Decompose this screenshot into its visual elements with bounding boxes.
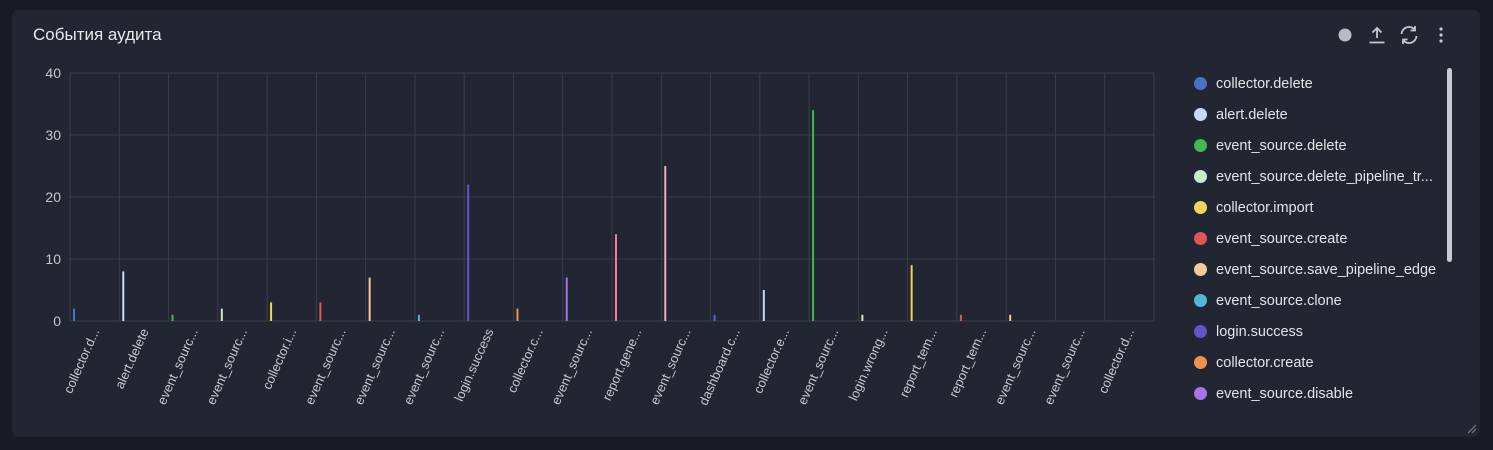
x-tick-label: report.gene...	[599, 326, 644, 403]
legend-swatch	[1194, 77, 1207, 90]
x-tick-label: collector.i...	[259, 326, 299, 392]
y-tick-label: 30	[45, 127, 61, 143]
bar	[664, 166, 667, 321]
x-tick-label: dashboard.c...	[696, 326, 743, 407]
x-tick-label: report_tem...	[896, 326, 940, 399]
x-tick-label: event_sourc...	[548, 326, 595, 407]
bar	[565, 277, 568, 321]
x-tick-label: event_sourc...	[647, 326, 694, 407]
legend-label: event_source.create	[1216, 230, 1348, 247]
bar	[861, 314, 864, 321]
legend-swatch	[1194, 263, 1207, 276]
panel-toolbar	[1334, 24, 1452, 46]
bar	[467, 184, 470, 321]
x-tick-label: event_sourc...	[795, 326, 842, 407]
legend-swatch	[1194, 108, 1207, 121]
legend-item[interactable]: collector.delete	[1194, 68, 1454, 99]
bar	[270, 302, 273, 321]
bar	[812, 110, 815, 321]
legend-item[interactable]: event_source.delete_pipeline_tr...	[1194, 161, 1454, 192]
legend-scrollbar[interactable]	[1447, 68, 1452, 262]
x-tick-label: event_sourc...	[992, 326, 1039, 407]
x-tick-label: login.wrong...	[846, 326, 891, 403]
bar	[762, 290, 765, 321]
x-tick-label: event_sourc...	[302, 326, 349, 407]
bar	[220, 308, 223, 321]
legend-label: collector.create	[1216, 354, 1314, 371]
x-tick-label: event_sourc...	[203, 326, 250, 407]
bar	[910, 265, 913, 321]
bar	[516, 308, 519, 321]
x-tick-label: collector.d...	[1095, 326, 1137, 395]
legend-item[interactable]: collector.import	[1194, 192, 1454, 223]
legend-swatch	[1194, 325, 1207, 338]
legend-label: alert.delete	[1216, 106, 1288, 123]
legend-item[interactable]: login.success	[1194, 316, 1454, 347]
y-tick-label: 0	[53, 313, 61, 329]
bar	[959, 314, 962, 321]
legend-item[interactable]: event_source.delete	[1194, 130, 1454, 161]
x-tick-label: collector.d...	[60, 326, 102, 395]
refresh-icon[interactable]	[1398, 24, 1420, 46]
legend-label: event_source.save_pipeline_edge	[1216, 261, 1437, 278]
bar	[1009, 314, 1012, 321]
legend-item[interactable]: event_source.clone	[1194, 285, 1454, 316]
legend-swatch	[1194, 356, 1207, 369]
legend-swatch	[1194, 170, 1207, 183]
y-tick-label: 20	[45, 189, 61, 205]
x-tick-label: collector.c...	[504, 326, 546, 395]
legend-swatch	[1194, 387, 1207, 400]
x-tick-label: alert.delete	[112, 326, 152, 391]
legend-item[interactable]: collector.create	[1194, 347, 1454, 378]
y-tick-label: 10	[45, 251, 61, 267]
audit-events-panel: События аудита 0 10 20 30 40 collector.d... al…	[12, 10, 1480, 437]
bar	[615, 234, 617, 321]
legend-item[interactable]: event_source.disable	[1194, 378, 1454, 409]
legend-swatch	[1194, 139, 1207, 152]
legend-label: event_source.disable	[1216, 385, 1354, 402]
legend-swatch	[1194, 201, 1207, 214]
legend-label: event_source.delete	[1216, 137, 1347, 154]
x-tick-label: login.success	[451, 326, 497, 404]
bar	[171, 314, 174, 321]
resize-handle-icon[interactable]	[1465, 422, 1477, 434]
legend-label: collector.import	[1216, 199, 1314, 216]
more-vertical-icon[interactable]	[1430, 24, 1452, 46]
bar	[122, 271, 125, 321]
x-tick-label: event_sourc...	[1041, 326, 1088, 407]
x-tick-label: report_tem...	[946, 326, 990, 399]
y-tick-label: 40	[45, 65, 61, 81]
chart-legend: collector.delete alert.delete event_source…	[1194, 68, 1454, 414]
legend-label: login.success	[1216, 323, 1304, 340]
status-dot-icon[interactable]	[1334, 24, 1356, 46]
x-tick-label: event_sourc...	[400, 326, 447, 407]
x-tick-label: collector.e...	[750, 326, 792, 395]
panel-title: События аудита	[33, 25, 162, 44]
legend-item[interactable]: alert.delete	[1194, 99, 1454, 130]
export-upload-icon[interactable]	[1366, 24, 1388, 46]
bar	[417, 314, 420, 321]
bar	[73, 308, 75, 321]
legend-label: event_source.delete_pipeline_tr...	[1216, 168, 1433, 185]
bar	[713, 314, 716, 321]
legend-label: collector.delete	[1216, 75, 1313, 92]
x-tick-label: event_sourc...	[351, 326, 398, 407]
legend-item[interactable]: event_source.create	[1194, 223, 1454, 254]
legend-swatch	[1194, 294, 1207, 307]
legend-label: event_source.clone	[1216, 292, 1342, 309]
bar	[319, 302, 322, 321]
legend-swatch	[1194, 232, 1207, 245]
legend-item[interactable]: event_source.save_pipeline_edge	[1194, 254, 1454, 285]
bar	[368, 277, 371, 321]
x-tick-label: event_sourc...	[154, 326, 201, 407]
